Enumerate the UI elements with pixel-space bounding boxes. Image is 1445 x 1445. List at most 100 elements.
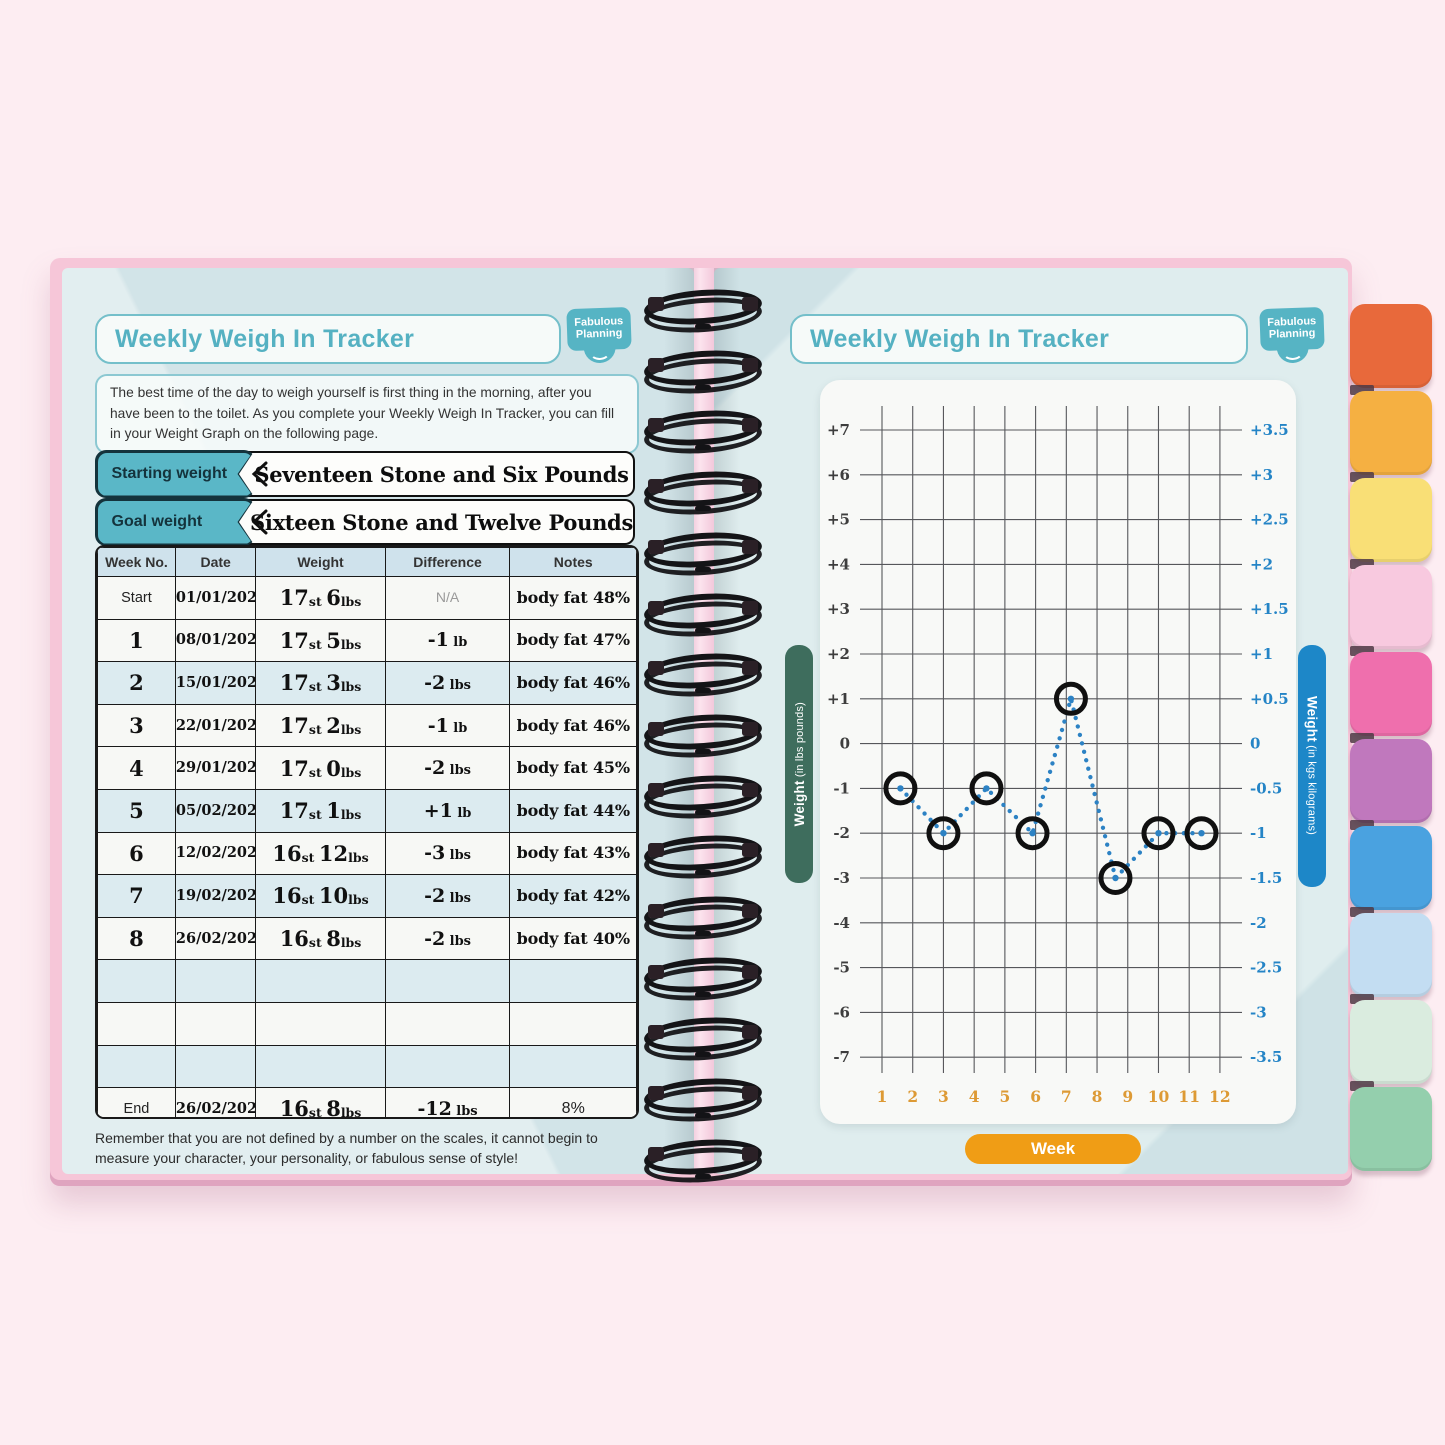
column-header: Week No.	[97, 547, 176, 577]
svg-text:-2: -2	[833, 824, 850, 842]
table-row	[97, 1044, 637, 1089]
starting-weight-ribbon: Starting weight	[95, 450, 255, 498]
index-tab-7	[1350, 826, 1432, 910]
tab-joint	[1350, 1081, 1374, 1091]
svg-text:+1.5: +1.5	[1250, 600, 1289, 618]
tab-joint	[1350, 994, 1374, 1004]
spiral-loop	[642, 1014, 764, 1065]
weight-graph: +7 +3.5 +6 +3 +5 +2.5 +4 +2 +3 +1.5 +2 +1 +1 +0.5 0 0 -1…	[827, 406, 1289, 1106]
svg-text:+1: +1	[827, 690, 850, 708]
svg-text:3: 3	[938, 1087, 949, 1106]
tab-joint	[1350, 385, 1374, 395]
svg-text:-7: -7	[833, 1048, 850, 1066]
svg-text:-6: -6	[833, 1003, 850, 1021]
svg-text:+3: +3	[1250, 466, 1273, 484]
index-tab-1	[1350, 304, 1432, 388]
svg-text:-2.5: -2.5	[1250, 959, 1282, 977]
logo-smile-icon	[583, 344, 617, 364]
svg-text:-1: -1	[1250, 824, 1267, 842]
wire-cross	[695, 445, 711, 451]
svg-text:+2: +2	[1250, 555, 1273, 573]
spiral-loop	[642, 832, 764, 883]
right-page-title-box: Weekly Weigh In Tracker	[790, 314, 1248, 364]
svg-text:-3: -3	[1250, 1003, 1267, 1021]
wire-cross	[695, 991, 711, 997]
spiral-loop	[642, 285, 764, 337]
svg-text:0: 0	[1250, 735, 1260, 753]
punch-hole	[648, 964, 664, 979]
index-tab-2	[1350, 391, 1432, 475]
column-header: Date	[174, 547, 257, 577]
svg-text:+5: +5	[827, 511, 850, 529]
svg-text:-3: -3	[833, 869, 850, 887]
fabulous-planning-logo: Fabulous Planning	[1259, 306, 1326, 370]
punch-hole	[742, 600, 758, 615]
left-page: Weekly Weigh In Tracker Fabulous Plannin…	[62, 268, 694, 1174]
punch-hole	[742, 1025, 758, 1040]
tab-joint	[1350, 733, 1374, 743]
spiral-loop	[642, 892, 764, 944]
svg-text:+2.5: +2.5	[1250, 511, 1289, 529]
svg-text:+1: +1	[1250, 645, 1273, 663]
punch-hole	[742, 418, 758, 433]
svg-text:6: 6	[1030, 1087, 1041, 1106]
svg-text:10: 10	[1148, 1087, 1170, 1106]
goal-weight-value: Sixteen Stone and Twelve Pounds	[230, 499, 635, 545]
svg-text:-0.5: -0.5	[1250, 779, 1282, 797]
svg-text:-2: -2	[1250, 914, 1267, 932]
punch-hole	[648, 661, 664, 676]
wire-cross	[695, 506, 711, 512]
tab-joint	[1350, 472, 1374, 482]
spiral-loop	[642, 1075, 764, 1126]
index-tab-10	[1350, 1087, 1432, 1171]
starting-weight-value: Seventeen Stone and Six Pounds	[230, 451, 635, 497]
starting-weight-row: Seventeen Stone and Six Pounds Starting …	[95, 450, 635, 498]
footer-note: Remember that you are not defined by a n…	[95, 1130, 598, 1167]
weight-graph-card: +7 +3.5 +6 +3 +5 +2.5 +4 +2 +3 +1.5 +2 +1 +1 +0.5 0 0 -1…	[820, 380, 1296, 1124]
table-header-row: Week No. Date Weight Difference Notes	[97, 547, 637, 577]
punch-hole	[648, 297, 664, 311]
punch-hole	[648, 539, 664, 554]
svg-text:+7: +7	[827, 421, 850, 439]
goal-weight-ribbon: Goal weight	[95, 498, 255, 546]
svg-text:9: 9	[1122, 1087, 1133, 1106]
svg-text:-1.5: -1.5	[1250, 869, 1282, 887]
svg-text:+4: +4	[827, 555, 850, 573]
svg-text:+2: +2	[827, 645, 850, 663]
column-header: Weight	[255, 547, 386, 577]
tab-joint	[1350, 820, 1374, 830]
svg-text:-4: -4	[833, 914, 850, 932]
tab-joint	[1350, 907, 1374, 917]
right-page: Weekly Weigh In Tracker Fabulous Plannin…	[714, 268, 1348, 1174]
punch-hole	[648, 721, 664, 736]
punch-hole	[742, 479, 758, 494]
punch-hole	[742, 661, 758, 676]
svg-text:+3.5: +3.5	[1250, 421, 1289, 439]
table-row	[97, 959, 637, 1003]
punch-hole	[742, 843, 758, 858]
page-title: Weekly Weigh In Tracker	[115, 324, 415, 353]
svg-text:8: 8	[1092, 1087, 1103, 1106]
svg-text:+6: +6	[827, 466, 850, 484]
wire-cross	[695, 1052, 711, 1058]
punch-hole	[648, 904, 664, 918]
punch-hole	[648, 418, 664, 433]
svg-text:-3.5: -3.5	[1250, 1048, 1282, 1066]
wire-cross	[695, 627, 711, 633]
table-row	[97, 1001, 637, 1046]
goal-weight-row: Sixteen Stone and Twelve Pounds Goal wei…	[95, 498, 635, 546]
spiral-loop	[642, 650, 764, 701]
svg-text:7: 7	[1061, 1087, 1072, 1106]
punch-hole	[648, 479, 664, 494]
logo-smile-icon	[1276, 344, 1310, 364]
left-page-title-box: Weekly Weigh In Tracker	[95, 314, 561, 364]
fabulous-planning-logo: Fabulous Planning	[566, 306, 633, 370]
chevron-left-icon	[251, 461, 268, 487]
